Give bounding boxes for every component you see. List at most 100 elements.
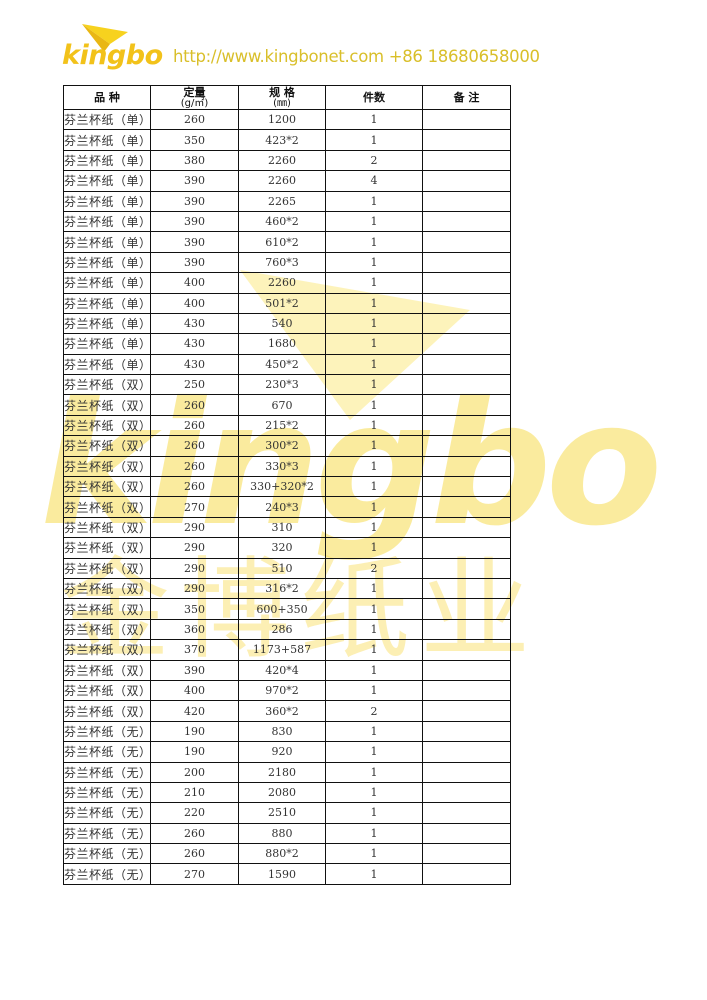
cell-size: 2510 xyxy=(238,802,326,824)
cell-variety: 芬兰杯纸（双） xyxy=(63,394,151,416)
cell-remarks xyxy=(422,679,511,702)
cell-basis-weight: 390 xyxy=(150,659,239,681)
cell-quantity: 1 xyxy=(325,476,423,498)
cell-basis-weight: 400 xyxy=(150,292,239,314)
table-row: 芬兰杯纸（无） 190 830 1 xyxy=(63,720,511,743)
cell-basis-weight: 260 xyxy=(150,843,239,865)
table-row: 芬兰杯纸（双） 260 300*2 1 xyxy=(63,435,511,457)
cell-basis-weight: 420 xyxy=(150,700,239,722)
table-row: 芬兰杯纸（双） 250 230*3 1 xyxy=(63,374,511,396)
table-row: 芬兰杯纸（单） 390 2260 4 xyxy=(63,170,511,192)
table-row: 芬兰杯纸（双） 260 670 1 xyxy=(63,394,511,416)
cell-basis-weight: 350 xyxy=(150,598,239,620)
cell-size: 880*2 xyxy=(238,843,326,865)
cell-remarks xyxy=(422,190,511,212)
cell-variety: 芬兰杯纸（无） xyxy=(63,822,151,845)
cell-quantity: 1 xyxy=(325,353,423,376)
cell-quantity: 1 xyxy=(325,272,423,294)
cell-variety: 芬兰杯纸（无） xyxy=(63,781,151,804)
table-row: 芬兰杯纸（双） 270 240*3 1 xyxy=(63,496,511,518)
cell-remarks xyxy=(422,557,511,579)
cell-basis-weight: 260 xyxy=(150,414,239,437)
cell-basis-weight: 260 xyxy=(150,108,239,131)
column-unit: (g/㎡) xyxy=(180,97,209,109)
cell-variety: 芬兰杯纸（双） xyxy=(63,557,151,579)
cell-variety: 芬兰杯纸（单） xyxy=(63,251,151,274)
cell-remarks xyxy=(422,414,511,437)
cell-quantity: 4 xyxy=(325,170,423,192)
cell-remarks xyxy=(422,781,511,804)
table-row: 芬兰杯纸（双） 360 286 1 xyxy=(63,618,511,641)
table-row: 芬兰杯纸（无） 190 920 1 xyxy=(63,741,511,763)
cell-quantity: 1 xyxy=(325,741,423,763)
cell-size: 2260 xyxy=(238,149,326,172)
cell-quantity: 1 xyxy=(325,251,423,274)
cell-variety: 芬兰杯纸（双） xyxy=(63,476,151,498)
cell-quantity: 1 xyxy=(325,598,423,620)
cell-size: 510 xyxy=(238,557,326,579)
cell-remarks xyxy=(422,394,511,416)
cell-variety: 芬兰杯纸（双） xyxy=(63,700,151,722)
table-row: 芬兰杯纸（无） 200 2180 1 xyxy=(63,761,511,783)
cell-quantity: 1 xyxy=(325,781,423,804)
cell-remarks xyxy=(422,577,511,600)
cell-remarks xyxy=(422,353,511,376)
table-row: 芬兰杯纸（双） 420 360*2 2 xyxy=(63,700,511,722)
table-row: 芬兰杯纸（单） 260 1200 1 xyxy=(63,108,511,131)
cell-basis-weight: 400 xyxy=(150,679,239,702)
cell-variety: 芬兰杯纸（无） xyxy=(63,863,151,885)
cell-remarks xyxy=(422,476,511,498)
cell-quantity: 1 xyxy=(325,496,423,518)
column-header-variety: 品 种 xyxy=(63,85,151,110)
cell-size: 501*2 xyxy=(238,292,326,314)
cell-variety: 芬兰杯纸（双） xyxy=(63,374,151,396)
column-label: 定量 xyxy=(183,85,206,99)
cell-quantity: 1 xyxy=(325,679,423,702)
cell-quantity: 1 xyxy=(325,822,423,845)
cell-remarks xyxy=(422,659,511,681)
cell-remarks xyxy=(422,170,511,192)
cell-basis-weight: 370 xyxy=(150,639,239,661)
cell-variety: 芬兰杯纸（双） xyxy=(63,516,151,539)
cell-basis-weight: 220 xyxy=(150,802,239,824)
cell-size: 920 xyxy=(238,741,326,763)
cell-quantity: 1 xyxy=(325,435,423,457)
table-row: 芬兰杯纸（无） 270 1590 1 xyxy=(63,863,511,885)
cell-size: 316*2 xyxy=(238,577,326,600)
cell-remarks xyxy=(422,272,511,294)
cell-basis-weight: 390 xyxy=(150,190,239,212)
inventory-table: 品 种定量 (g/㎡) 规 格 (㎜) 件数备 注 芬兰杯纸（单） 260 1200 1 芬兰杯… xyxy=(63,85,511,885)
cell-quantity: 1 xyxy=(325,843,423,865)
table-row: 芬兰杯纸（无） 260 880 1 xyxy=(63,822,511,845)
cell-basis-weight: 200 xyxy=(150,761,239,783)
cell-quantity: 2 xyxy=(325,149,423,172)
cell-basis-weight: 210 xyxy=(150,781,239,804)
cell-quantity: 1 xyxy=(325,577,423,600)
cell-quantity: 1 xyxy=(325,129,423,151)
cell-basis-weight: 350 xyxy=(150,129,239,151)
cell-variety: 芬兰杯纸（双） xyxy=(63,455,151,478)
column-header-quantity: 件数 xyxy=(325,85,423,110)
cell-basis-weight: 430 xyxy=(150,333,239,355)
cell-variety: 芬兰杯纸（单） xyxy=(63,149,151,172)
cell-quantity: 1 xyxy=(325,108,423,131)
cell-remarks xyxy=(422,618,511,641)
cell-quantity: 1 xyxy=(325,190,423,212)
cell-size: 460*2 xyxy=(238,210,326,233)
cell-remarks xyxy=(422,537,511,559)
table-row: 芬兰杯纸（单） 430 1680 1 xyxy=(63,333,511,355)
table-row: 芬兰杯纸（单） 430 450*2 1 xyxy=(63,353,511,376)
cell-size: 286 xyxy=(238,618,326,641)
cell-size: 670 xyxy=(238,394,326,416)
cell-basis-weight: 190 xyxy=(150,741,239,763)
cell-remarks xyxy=(422,843,511,865)
cell-size: 300*2 xyxy=(238,435,326,457)
cell-variety: 芬兰杯纸（无） xyxy=(63,802,151,824)
cell-size: 2180 xyxy=(238,761,326,783)
column-unit: (㎜) xyxy=(273,97,291,109)
cell-variety: 芬兰杯纸（无） xyxy=(63,720,151,743)
cell-size: 360*2 xyxy=(238,700,326,722)
cell-remarks xyxy=(422,720,511,743)
table-row: 芬兰杯纸（双） 290 320 1 xyxy=(63,537,511,559)
table-row: 芬兰杯纸（单） 430 540 1 xyxy=(63,312,511,335)
